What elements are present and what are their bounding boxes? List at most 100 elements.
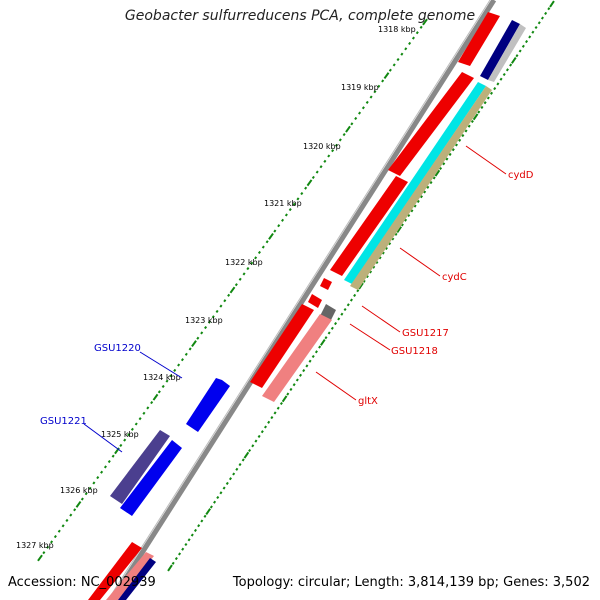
dot — [454, 143, 459, 147]
dot — [242, 272, 246, 276]
label-gltX[interactable]: gltX — [358, 396, 378, 407]
dot — [429, 181, 433, 185]
dot — [205, 508, 211, 516]
tick-label: 1320 kbp — [303, 142, 341, 151]
gene-navy-top[interactable] — [480, 20, 520, 80]
dot — [320, 338, 326, 346]
dot — [419, 25, 423, 29]
gene-GSU1221-slate[interactable] — [110, 430, 170, 504]
dot — [410, 209, 414, 213]
dot — [187, 538, 191, 542]
dot — [540, 16, 544, 20]
dot — [342, 133, 346, 137]
outer-dotted-line — [167, 0, 555, 572]
dot — [190, 533, 194, 537]
dot — [200, 519, 204, 523]
dot — [486, 96, 490, 100]
dot — [381, 79, 385, 83]
gene-grey-top[interactable] — [488, 24, 526, 82]
dot — [257, 434, 261, 438]
label-cydD[interactable]: cydD — [508, 170, 534, 181]
gene-cydD[interactable] — [388, 72, 474, 176]
ruler-dotted-line — [37, 18, 428, 562]
dot — [511, 56, 517, 64]
label-GSU1217[interactable]: GSU1217 — [402, 328, 449, 339]
dot — [292, 383, 296, 387]
gene-cydD-cont[interactable] — [330, 176, 408, 276]
dot — [330, 326, 334, 330]
label-GSU1220[interactable]: GSU1220 — [94, 343, 141, 354]
dot — [167, 564, 173, 572]
dot — [483, 101, 487, 105]
leader-cydC — [399, 247, 441, 277]
dot — [165, 379, 169, 383]
dot — [411, 36, 415, 40]
dot — [295, 378, 299, 382]
dot — [277, 224, 281, 228]
dot — [346, 303, 350, 307]
dot — [234, 283, 238, 287]
tick-label: 1323 kbp — [185, 316, 223, 325]
dot — [369, 270, 373, 274]
dot — [400, 223, 404, 227]
dot — [493, 87, 497, 91]
gene-red-bottom[interactable] — [88, 542, 142, 600]
dot — [246, 267, 250, 271]
dot — [270, 416, 274, 420]
dot — [392, 63, 396, 67]
feature-cyan[interactable] — [344, 82, 486, 284]
label-GSU1218[interactable]: GSU1218 — [391, 346, 438, 357]
dot — [57, 529, 61, 533]
gene-red-top[interactable] — [458, 12, 500, 66]
dot — [334, 322, 338, 326]
dot — [46, 545, 50, 549]
dot — [197, 524, 201, 528]
gene-GSU1218-red[interactable] — [308, 294, 322, 308]
genome-backbone-inner — [107, 0, 491, 600]
dot — [193, 528, 197, 532]
tick-label: 1327 kbp — [16, 541, 54, 550]
dot — [157, 390, 161, 394]
dot — [302, 369, 306, 373]
gene-blue-lower[interactable] — [120, 440, 182, 516]
feature-tan[interactable] — [350, 86, 492, 290]
dot — [434, 169, 441, 177]
dot — [42, 551, 46, 555]
dot — [525, 40, 529, 44]
gene-navy-bottom[interactable] — [118, 558, 156, 600]
tick-label: 1318 kbp — [378, 25, 416, 34]
dot — [204, 325, 208, 330]
gene-pink-bottom[interactable] — [106, 552, 154, 600]
label-GSU1221[interactable]: GSU1221 — [40, 416, 87, 427]
dot — [281, 218, 285, 222]
dot — [305, 364, 309, 368]
dot — [324, 336, 328, 340]
gene-gltX[interactable] — [262, 314, 332, 402]
gene-GSU1217[interactable] — [320, 278, 332, 290]
dot — [496, 82, 500, 86]
dot — [80, 497, 84, 501]
dot — [415, 31, 419, 35]
dot — [174, 557, 178, 561]
dot — [279, 401, 283, 406]
leader-gltX — [315, 371, 357, 401]
dot — [306, 179, 313, 187]
dot — [490, 91, 494, 95]
dot — [127, 433, 131, 437]
dot — [223, 299, 227, 303]
dot — [50, 540, 54, 544]
dot — [472, 113, 479, 121]
gene-red-mid[interactable] — [250, 304, 314, 388]
dot — [180, 358, 184, 362]
dot — [111, 454, 115, 458]
dot — [173, 368, 177, 372]
dot — [518, 49, 522, 53]
dot — [461, 134, 465, 138]
dot — [292, 202, 296, 206]
label-cydC[interactable]: cydC — [442, 272, 467, 283]
dot — [388, 68, 392, 72]
gene-GSU1220[interactable] — [186, 378, 230, 432]
dot — [396, 57, 400, 62]
dot — [96, 476, 100, 480]
dot — [84, 492, 88, 496]
